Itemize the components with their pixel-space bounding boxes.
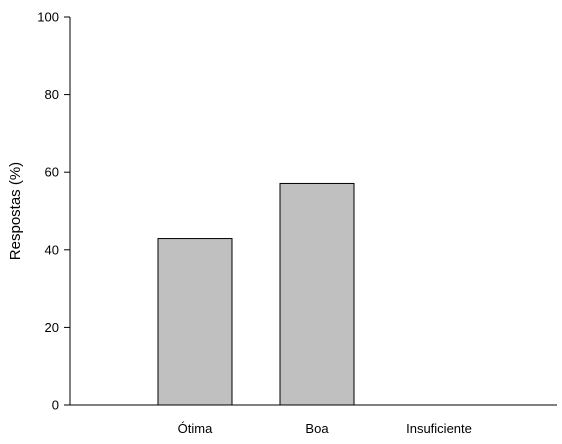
labels: 0 20 40 60 80 100 Ótima Boa Insuficiente	[37, 10, 472, 437]
y-tick-label: 80	[45, 87, 59, 102]
y-tick-label: 20	[45, 320, 59, 335]
y-axis-label: Respostas (%)	[7, 162, 24, 260]
bar	[279, 182, 355, 406]
y-tick-label: 60	[45, 165, 59, 180]
x-tick-label: Insuficiente	[406, 421, 472, 436]
y-tick-label: 100	[37, 10, 59, 25]
y-tick-label: 40	[45, 242, 59, 257]
bar	[157, 238, 233, 406]
x-tick-label: Ótima	[178, 421, 213, 436]
y-tick-label: 0	[52, 398, 59, 413]
x-tick-label: Boa	[305, 421, 329, 436]
bars	[157, 182, 355, 406]
